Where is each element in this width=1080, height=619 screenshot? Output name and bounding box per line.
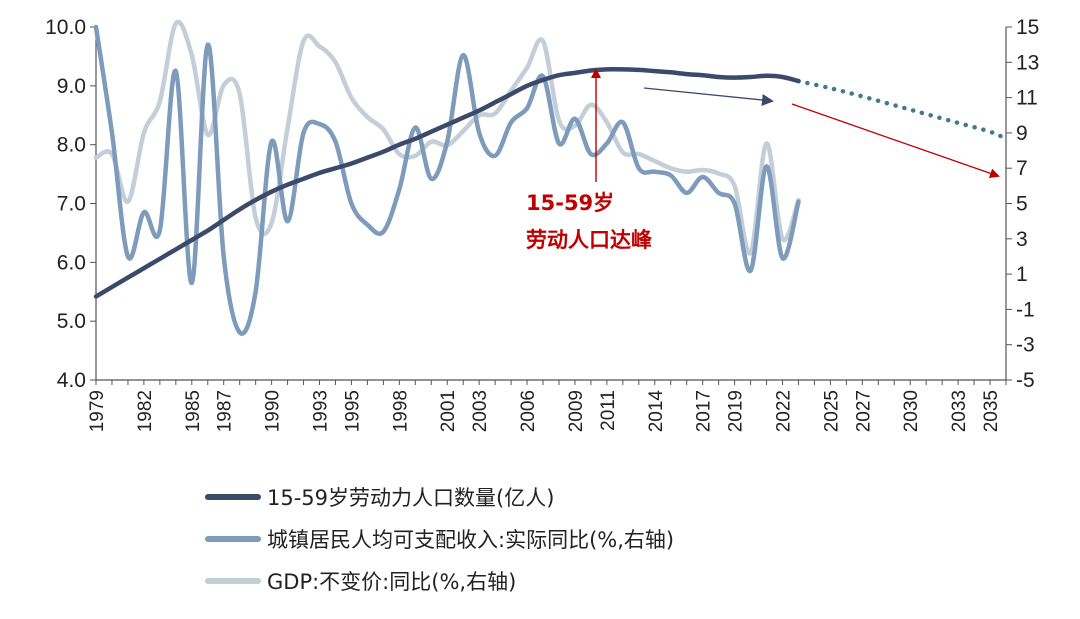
x-tick-label: 1998 xyxy=(390,390,411,432)
x-tick-label: 1993 xyxy=(311,390,332,432)
legend-swatch-gdp xyxy=(205,578,261,584)
legend: 15-59岁劳动力人口数量(亿人) 城镇居民人均可支配收入:实际同比(%,右轴)… xyxy=(205,476,674,602)
x-tick-label: 1987 xyxy=(215,390,236,432)
left-axis-ticks: 10.0 9.0 8.0 7.0 6.0 5.0 4.0 xyxy=(45,16,96,392)
legend-label-gdp: GDP:不变价:同比(%,右轴) xyxy=(267,570,517,594)
series-line-1 xyxy=(796,78,1009,142)
left-tick-label: 5.0 xyxy=(57,310,86,333)
right-tick-label: 15 xyxy=(1016,16,1039,39)
x-tick-label: 1995 xyxy=(342,390,363,432)
x-tick-label: 2006 xyxy=(518,390,539,432)
right-tick-label: -1 xyxy=(1016,298,1035,321)
left-tick-label: 10.0 xyxy=(45,16,86,39)
x-tick-label: 2022 xyxy=(773,390,794,432)
x-tick-label: 2027 xyxy=(853,390,874,432)
right-tick-label: 11 xyxy=(1016,87,1038,110)
right-tick-label: 5 xyxy=(1016,193,1028,216)
series-line-0 xyxy=(93,67,801,299)
right-tick-label: 1 xyxy=(1016,263,1028,286)
x-tick-label: 2009 xyxy=(566,390,587,432)
right-tick-label: 3 xyxy=(1016,228,1028,251)
x-tick-label: 2019 xyxy=(726,390,747,432)
peak-annotation-line2: 劳动人口达峰 xyxy=(526,228,652,252)
legend-label-income: 城镇居民人均可支配收入:实际同比(%,右轴) xyxy=(267,528,675,552)
x-tick-label: 2017 xyxy=(694,390,715,432)
legend-swatch-income xyxy=(205,536,261,542)
left-tick-label: 7.0 xyxy=(57,193,86,216)
legend-item-income: 城镇居民人均可支配收入:实际同比(%,右轴) xyxy=(205,518,674,560)
right-axis-ticks: 15 13 11 9 7 5 3 1 -1 -3 -5 xyxy=(1006,16,1039,392)
series-line-2 xyxy=(93,24,801,336)
x-tick-label: 2003 xyxy=(470,390,491,432)
trend-arrow-blue xyxy=(643,87,774,106)
series-layer xyxy=(93,19,1009,336)
left-tick-label: 8.0 xyxy=(57,134,86,157)
x-tick-label: 2011 xyxy=(598,390,619,431)
x-tick-label: 2033 xyxy=(949,390,970,432)
chart: 10.0 9.0 8.0 7.0 6.0 5.0 4.0 15 13 11 9 7 5 3 1 -1 -3 -5… xyxy=(45,16,1039,432)
x-tick-label: 2025 xyxy=(821,390,842,432)
left-tick-label: 6.0 xyxy=(57,251,86,274)
legend-label-labor: 15-59岁劳动力人口数量(亿人) xyxy=(267,486,555,510)
x-tick-label: 1979 xyxy=(87,390,108,432)
x-tick-label: 2030 xyxy=(901,390,922,432)
legend-swatch-labor xyxy=(205,494,261,500)
x-tick-label: 2035 xyxy=(981,390,1002,432)
right-tick-label: 9 xyxy=(1016,122,1028,145)
right-tick-label: -5 xyxy=(1016,369,1035,392)
x-tick-label: 2001 xyxy=(438,390,459,432)
right-tick-label: -3 xyxy=(1016,334,1035,357)
left-tick-label: 9.0 xyxy=(57,75,86,98)
annotation-arrows xyxy=(591,68,1000,182)
left-tick-label: 4.0 xyxy=(57,369,86,392)
x-tick-label: 1985 xyxy=(183,390,204,432)
x-tick-label: 1982 xyxy=(135,390,156,432)
x-tick-label: 2014 xyxy=(646,390,667,433)
right-tick-label: 7 xyxy=(1016,157,1028,180)
peak-annotation-line1: 15-59岁 xyxy=(526,191,614,215)
trend-arrow-red xyxy=(791,103,1000,179)
legend-item-gdp: GDP:不变价:同比(%,右轴) xyxy=(205,560,674,602)
x-tick-label: 1990 xyxy=(263,390,284,432)
plot-area: 10.0 9.0 8.0 7.0 6.0 5.0 4.0 15 13 11 9 7 5 3 1 -1 -3 -5… xyxy=(45,16,1039,432)
legend-item-labor: 15-59岁劳动力人口数量(亿人) xyxy=(205,476,674,518)
right-tick-label: 13 xyxy=(1016,51,1039,74)
x-axis-ticks: 1979 1982 1985 1987 1990 1993 1995 1998 2001 2003… xyxy=(87,380,1007,433)
